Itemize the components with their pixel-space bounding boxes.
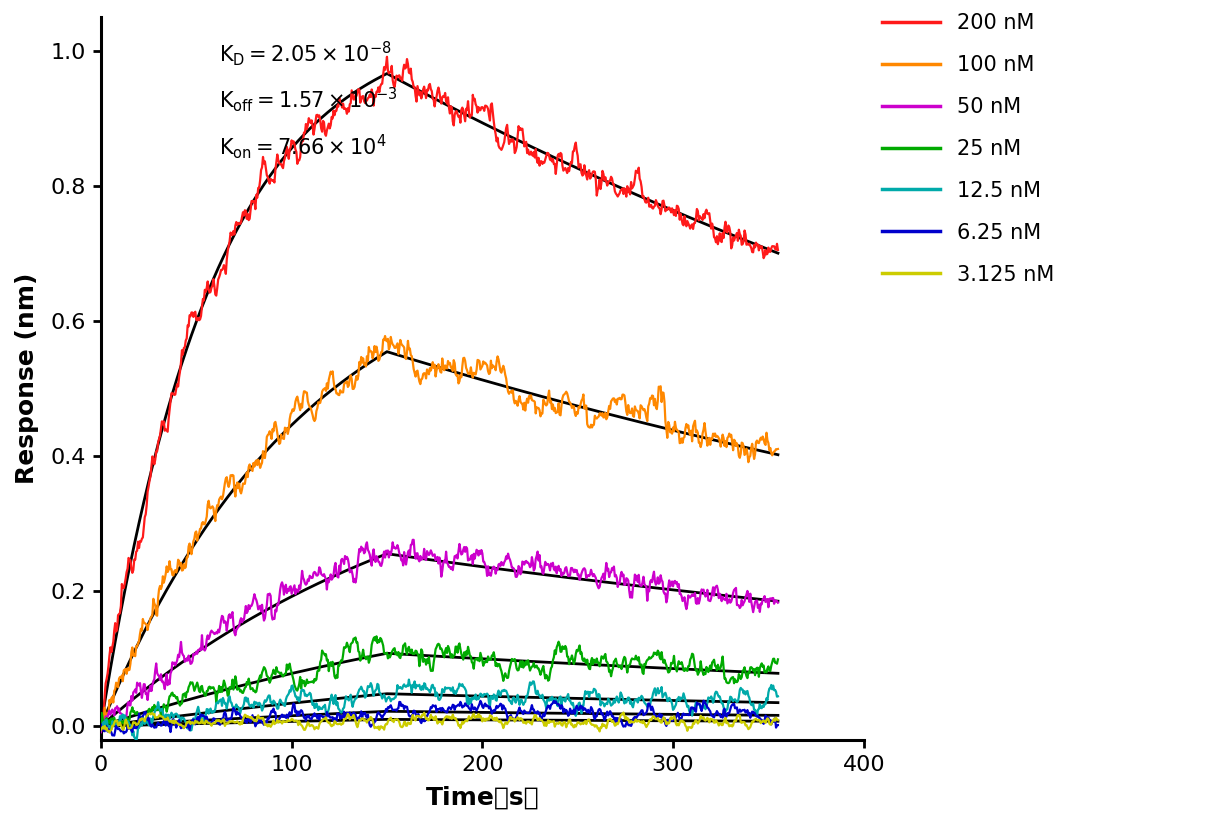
Y-axis label: Response (nm): Response (nm) — [15, 273, 39, 484]
Legend: 200 nM, 100 nM, 50 nM, 25 nM, 12.5 nM, 6.25 nM, 3.125 nM: 200 nM, 100 nM, 50 nM, 25 nM, 12.5 nM, 6… — [881, 13, 1054, 285]
X-axis label: Time（s）: Time（s） — [426, 786, 539, 810]
Text: $\mathrm{K_D=2.05\times10^{-8}}$
$\mathrm{K_{off}=1.57\times10^{-3}}$
$\mathrm{K: $\mathrm{K_D=2.05\times10^{-8}}$ $\mathr… — [219, 39, 398, 161]
